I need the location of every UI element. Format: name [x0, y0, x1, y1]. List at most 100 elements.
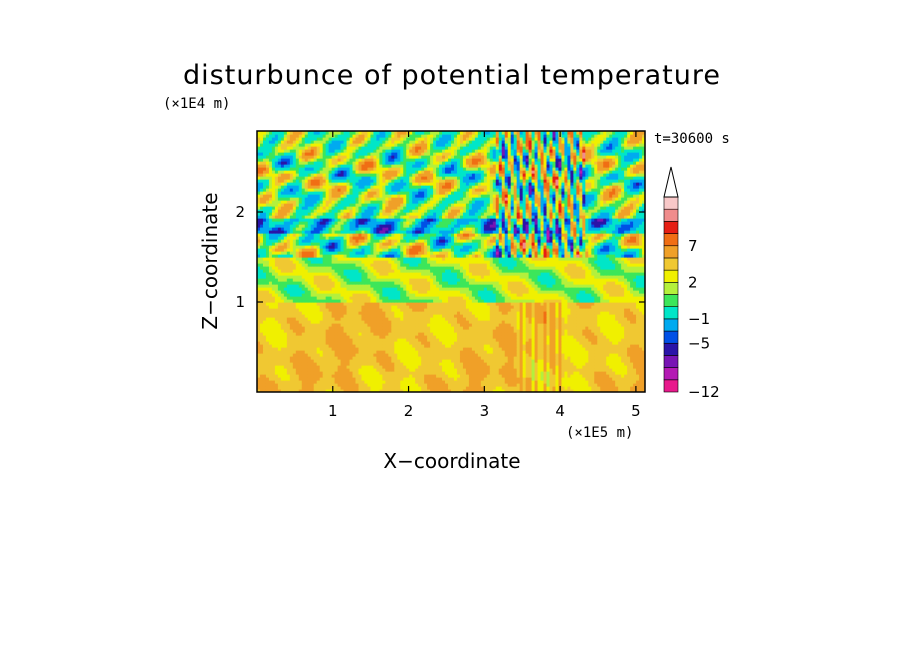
contour-cell	[552, 383, 557, 387]
contour-cell	[301, 359, 306, 363]
contour-cell	[591, 302, 595, 306]
contour-cell	[579, 335, 583, 339]
contour-cell	[442, 362, 446, 366]
contour-cell	[271, 347, 276, 351]
contour-cell	[403, 344, 407, 348]
contour-cell	[504, 290, 509, 294]
contour-cell	[540, 284, 545, 288]
contour-cell	[301, 356, 306, 360]
contour-cell	[453, 323, 458, 327]
contour-cell	[277, 380, 282, 384]
contour-cell	[280, 329, 285, 333]
contour-cell	[433, 332, 437, 336]
contour-cell	[642, 386, 645, 390]
contour-cell	[382, 377, 386, 381]
contour-cell	[298, 317, 303, 321]
contour-cell	[295, 347, 300, 351]
contour-cell	[427, 278, 431, 282]
contour-cell	[364, 281, 369, 285]
contour-cell	[397, 362, 401, 366]
contour-cell	[367, 320, 372, 324]
contour-cell	[588, 377, 592, 381]
contour-cell	[540, 353, 545, 357]
contour-cell	[421, 314, 425, 318]
contour-cell	[573, 302, 577, 306]
contour-cell	[474, 281, 479, 285]
contour-cell	[495, 362, 500, 366]
contour-cell	[477, 320, 482, 324]
contour-cell	[480, 383, 485, 387]
contour-cell	[585, 326, 589, 330]
contour-cell	[257, 386, 261, 390]
contour-cell	[612, 311, 616, 315]
contour-cell	[465, 317, 470, 321]
contour-cell	[606, 365, 610, 369]
contour-cell	[403, 350, 407, 354]
contour-cell	[307, 314, 312, 318]
contour-cell	[504, 359, 509, 363]
contour-cell	[576, 293, 580, 297]
contour-cell	[304, 350, 309, 354]
contour-cell	[436, 335, 440, 339]
contour-cell	[636, 281, 640, 285]
contour-cell	[304, 284, 309, 288]
contour-cell	[313, 308, 318, 312]
contour-cell	[531, 287, 536, 291]
contour-cell	[283, 335, 288, 339]
contour-cell	[370, 332, 374, 336]
contour-cell	[477, 359, 482, 363]
contour-cell	[528, 359, 533, 363]
contour-cell	[639, 305, 643, 309]
contour-cell	[594, 305, 598, 309]
contour-cell	[630, 290, 634, 294]
contour-cell	[286, 299, 291, 303]
contour-cell	[582, 332, 586, 336]
contour-cell	[445, 320, 449, 324]
contour-cell	[453, 305, 458, 309]
contour-cell	[609, 371, 613, 375]
contour-cell	[361, 374, 366, 378]
contour-cell	[504, 386, 509, 390]
contour-cell	[394, 362, 398, 366]
contour-cell	[262, 332, 267, 336]
contour-cell	[579, 353, 583, 357]
contour-cell	[448, 320, 452, 324]
contour-cell	[259, 347, 264, 351]
contour-cell	[382, 284, 386, 288]
contour-cell	[388, 293, 392, 297]
contour-cell	[355, 386, 360, 390]
contour-cell	[510, 329, 515, 333]
contour-cell	[507, 362, 512, 366]
contour-cell	[627, 380, 631, 384]
contour-cell	[627, 332, 631, 336]
contour-cell	[558, 326, 563, 330]
contour-cell	[519, 356, 524, 360]
contour-cell	[615, 326, 619, 330]
contour-cell	[630, 296, 634, 300]
contour-cell	[549, 353, 554, 357]
contour-cell	[418, 347, 422, 351]
contour-cell	[439, 341, 443, 345]
contour-cell	[519, 386, 524, 390]
contour-cell	[558, 365, 563, 369]
contour-cell	[361, 308, 366, 312]
contour-cell	[418, 368, 422, 372]
contour-cell	[624, 389, 628, 392]
contour-cell	[513, 320, 518, 324]
contour-cell	[257, 275, 261, 279]
contour-cell	[337, 287, 342, 291]
contour-cell	[462, 332, 467, 336]
contour-cell	[373, 353, 377, 357]
contour-cell	[301, 284, 306, 288]
contour-cell	[424, 362, 428, 366]
contour-cell	[483, 278, 488, 282]
contour-cell	[292, 326, 297, 330]
contour-cell	[507, 371, 512, 375]
contour-cell	[439, 305, 443, 309]
contour-cell	[474, 290, 479, 294]
contour-cell	[492, 284, 497, 288]
contour-cell	[468, 329, 473, 333]
contour-cell	[534, 380, 539, 384]
contour-cell	[627, 338, 631, 342]
contour-cell	[307, 341, 312, 345]
